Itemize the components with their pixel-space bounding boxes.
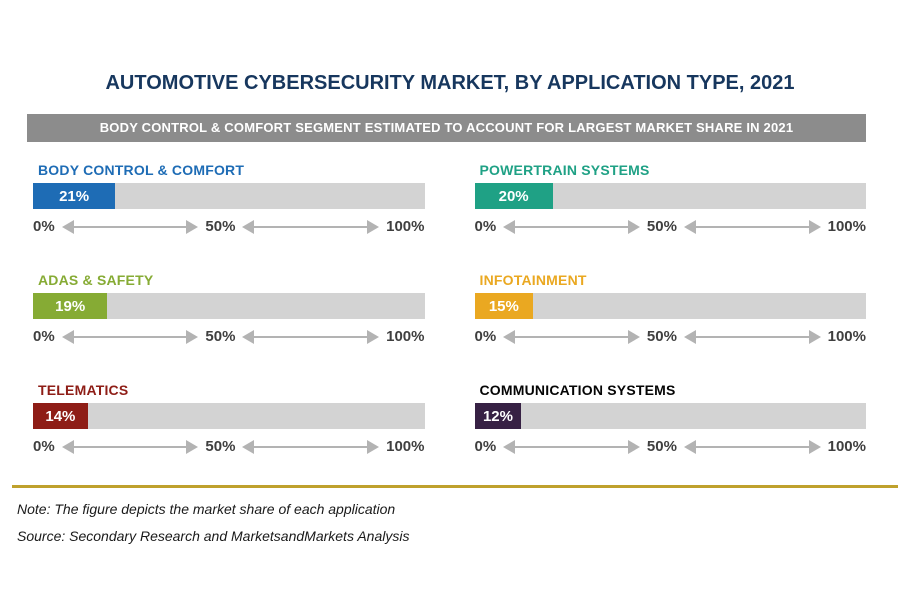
segment-label: ADAS & SAFETY <box>38 272 154 288</box>
bar-track: 21% <box>33 183 425 209</box>
bar-value-label: 19% <box>55 297 86 315</box>
bar-axis: 0% 50% 100% <box>475 218 867 235</box>
bar-track: 15% <box>474 293 866 319</box>
axis-tick-0: 0% <box>33 328 55 345</box>
axis-tick-0: 0% <box>474 218 497 235</box>
axis-tick-100: 100% <box>386 218 425 235</box>
source-text: Source: Secondary Research and Marketsan… <box>17 528 410 544</box>
bar-track: 12% <box>474 403 866 429</box>
axis-tick-50: 50% <box>205 438 236 455</box>
bar-axis: 0% 50% 100% <box>33 328 425 345</box>
footer-divider <box>12 485 898 488</box>
axis-tick-50: 50% <box>646 438 677 455</box>
segment-label: BODY CONTROL & COMFORT <box>38 162 245 178</box>
double-arrow-icon <box>61 219 199 234</box>
bar-value-label: 14% <box>45 407 76 425</box>
segment-adas-safety: ADAS & SAFETY 19% 0% 50% 100% <box>33 272 425 345</box>
double-arrow-icon <box>683 219 821 234</box>
axis-tick-100: 100% <box>386 438 425 455</box>
double-arrow-icon <box>503 219 640 234</box>
bar-axis: 0% 50% 100% <box>475 328 867 345</box>
bar-fill: 15% <box>474 293 534 319</box>
bar-track: 20% <box>474 183 866 209</box>
axis-tick-50: 50% <box>646 218 677 235</box>
segment-label: COMMUNICATION SYSTEMS <box>479 382 676 398</box>
bar-value-label: 12% <box>482 407 513 425</box>
double-arrow-icon <box>683 329 821 344</box>
bar-value-label: 21% <box>59 187 90 205</box>
bar-track: 14% <box>33 403 425 429</box>
double-arrow-icon <box>242 329 380 344</box>
axis-tick-100: 100% <box>827 438 866 455</box>
note-text: Note: The figure depicts the market shar… <box>17 501 396 517</box>
bar-fill: 20% <box>474 183 553 209</box>
axis-tick-0: 0% <box>474 438 497 455</box>
axis-tick-0: 0% <box>33 438 55 455</box>
segment-infotainment: INFOTAINMENT 15% 0% 50% 100% <box>474 272 867 345</box>
axis-tick-50: 50% <box>205 218 236 235</box>
page-title: AUTOMOTIVE CYBERSECURITY MARKET, BY APPL… <box>105 72 795 94</box>
bar-fill: 21% <box>33 183 116 209</box>
double-arrow-icon <box>61 329 199 344</box>
bar-fill: 12% <box>474 403 522 429</box>
bar-axis: 0% 50% 100% <box>475 438 867 455</box>
bar-value-label: 15% <box>488 297 519 315</box>
bar-track: 19% <box>33 293 425 319</box>
segment-label: TELEMATICS <box>38 382 129 398</box>
segment-body-control-comfort: BODY CONTROL & COMFORT 21% 0% 50% 100% <box>33 162 425 235</box>
segment-label: INFOTAINMENT <box>479 272 587 288</box>
double-arrow-icon <box>242 439 380 454</box>
double-arrow-icon <box>683 439 821 454</box>
axis-tick-0: 0% <box>33 218 55 235</box>
segment-telematics: TELEMATICS 14% 0% 50% 100% <box>33 382 425 455</box>
double-arrow-icon <box>61 439 199 454</box>
bar-value-label: 20% <box>498 187 529 205</box>
bar-axis: 0% 50% 100% <box>33 438 425 455</box>
axis-tick-100: 100% <box>827 328 866 345</box>
headline-banner: BODY CONTROL & COMFORT SEGMENT ESTIMATED… <box>27 114 866 142</box>
axis-tick-0: 0% <box>474 328 497 345</box>
chart-grid: BODY CONTROL & COMFORT 21% 0% 50% 100% P… <box>33 162 866 455</box>
bar-fill: 14% <box>33 403 88 429</box>
double-arrow-icon <box>503 439 640 454</box>
double-arrow-icon <box>503 329 640 344</box>
axis-tick-100: 100% <box>827 218 866 235</box>
segment-powertrain-systems: POWERTRAIN SYSTEMS 20% 0% 50% 100% <box>474 162 867 235</box>
segment-communication-systems: COMMUNICATION SYSTEMS 12% 0% 50% 100% <box>474 382 867 455</box>
double-arrow-icon <box>242 219 380 234</box>
segment-label: POWERTRAIN SYSTEMS <box>479 162 650 178</box>
bar-fill: 19% <box>33 293 108 319</box>
axis-tick-100: 100% <box>386 328 425 345</box>
bar-axis: 0% 50% 100% <box>33 218 425 235</box>
axis-tick-50: 50% <box>205 328 236 345</box>
axis-tick-50: 50% <box>646 328 677 345</box>
